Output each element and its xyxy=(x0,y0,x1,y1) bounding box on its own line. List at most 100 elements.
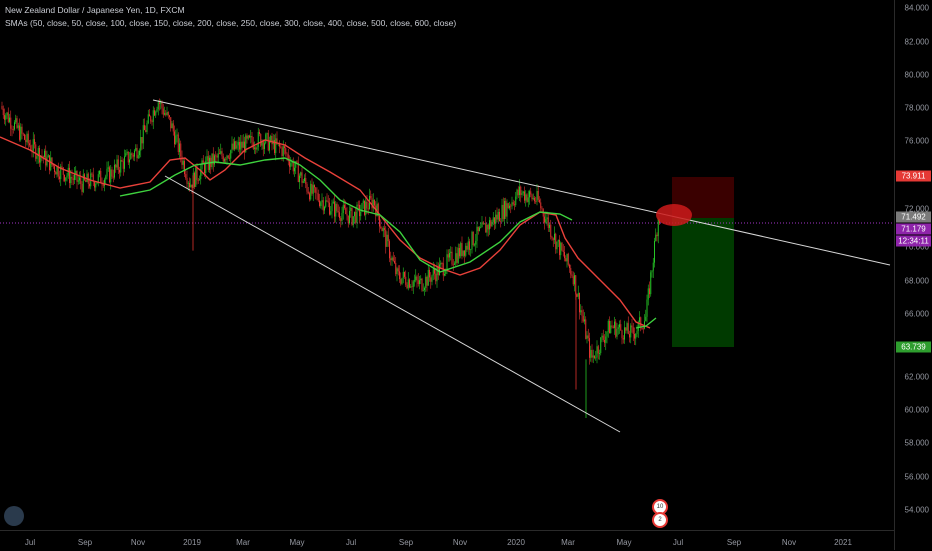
candle-body xyxy=(352,216,354,225)
candle-body xyxy=(82,174,84,192)
candle-body xyxy=(357,204,359,206)
breakout-ellipse[interactable] xyxy=(656,204,692,226)
candle-body xyxy=(230,150,232,159)
candles xyxy=(1,98,660,418)
upper-trendline[interactable] xyxy=(152,99,891,266)
candle-body xyxy=(495,214,497,224)
candle-body xyxy=(312,185,314,194)
candle-body xyxy=(317,193,319,201)
candle-body xyxy=(116,159,118,168)
candle-body xyxy=(626,323,628,331)
candle-body xyxy=(100,170,102,183)
candle-body xyxy=(209,157,210,170)
candle-body xyxy=(217,153,219,158)
price-tick: 76.000 xyxy=(904,136,929,146)
candle-body xyxy=(337,211,339,213)
time-tick: Jul xyxy=(672,538,684,547)
candle-body xyxy=(427,270,429,286)
candle-body xyxy=(371,198,373,209)
candle-body xyxy=(147,114,149,124)
candle-body xyxy=(396,268,398,275)
event-marker[interactable]: 2 xyxy=(652,512,668,528)
candle-body xyxy=(394,260,395,263)
candle-body xyxy=(244,141,245,153)
candle-body xyxy=(145,130,147,132)
candle-body xyxy=(127,151,129,163)
candle-body xyxy=(460,243,462,257)
candle-body xyxy=(569,264,570,269)
candle-body xyxy=(220,151,222,154)
indicator-legend[interactable]: SMAs (50, close, 50, close, 100, close, … xyxy=(5,18,457,28)
candle-body xyxy=(61,166,63,168)
candle-body xyxy=(616,328,618,337)
candle-body xyxy=(12,129,14,130)
candle-body xyxy=(471,231,473,250)
candle-body xyxy=(645,316,647,322)
candle-body xyxy=(577,292,579,297)
tradingview-logo-icon[interactable] xyxy=(4,506,24,526)
candle-body xyxy=(567,253,569,265)
candle-body xyxy=(389,241,390,259)
candle-body xyxy=(92,174,94,182)
candle-body xyxy=(550,224,552,237)
candle-body xyxy=(70,176,72,184)
lower-trendline[interactable] xyxy=(164,175,621,433)
candle-body xyxy=(315,187,317,193)
candle-body xyxy=(266,133,268,135)
candle-body xyxy=(135,147,137,151)
candle-body xyxy=(590,349,592,358)
candle-body xyxy=(142,125,144,144)
candle-body xyxy=(424,287,425,290)
candle-body xyxy=(610,325,612,334)
candle-body xyxy=(176,134,178,136)
candle-body xyxy=(522,191,524,194)
candle-body xyxy=(219,153,220,155)
sma-green-line-2 xyxy=(635,317,657,329)
candle-body xyxy=(295,161,297,168)
price-chart[interactable] xyxy=(0,0,894,530)
candle-body xyxy=(166,112,168,115)
candle-body xyxy=(326,200,328,202)
candle-body xyxy=(189,182,190,188)
candle-body xyxy=(19,125,20,140)
candle-body xyxy=(152,110,154,122)
candle-body xyxy=(595,357,597,359)
candle-body xyxy=(307,191,309,194)
candle-body xyxy=(380,226,382,229)
candle-body xyxy=(656,234,658,237)
candle-body xyxy=(51,157,53,165)
candle-body xyxy=(515,196,517,206)
candle-body xyxy=(110,169,112,183)
candle-body xyxy=(249,135,250,138)
candle-body xyxy=(141,137,143,144)
candle-body xyxy=(260,134,262,146)
target-zone[interactable] xyxy=(672,218,734,347)
candle-body xyxy=(280,146,282,148)
candle-body xyxy=(94,181,95,188)
candle-body xyxy=(537,190,539,200)
candle-body xyxy=(304,177,305,182)
candle-body xyxy=(194,172,195,187)
candle-body xyxy=(131,153,133,155)
time-tick: Sep xyxy=(398,538,414,547)
candle-body xyxy=(631,325,633,328)
time-tick: 2021 xyxy=(834,538,852,547)
candle-body xyxy=(377,203,379,216)
candle-body xyxy=(565,258,567,262)
sma-green-line xyxy=(119,157,573,273)
candle-body xyxy=(37,147,39,157)
candle-body xyxy=(32,139,34,151)
candle-body xyxy=(47,155,49,158)
chart-area[interactable]: New Zealand Dollar / Japanese Yen, 1D, F… xyxy=(0,0,894,530)
candle-body xyxy=(30,145,32,151)
candle-body xyxy=(46,157,48,166)
candle-body xyxy=(605,336,607,343)
candle-body xyxy=(576,294,578,297)
candle-body xyxy=(55,171,57,175)
candle-body xyxy=(236,145,238,149)
time-axis[interactable]: Jul Sep Nov 2019 Mar May Jul Sep Nov 202… xyxy=(0,530,894,551)
candle-body xyxy=(269,141,270,151)
price-axis[interactable]: 84.000 82.000 80.000 78.000 76.000 72.00… xyxy=(894,0,932,550)
candle-body xyxy=(99,170,100,175)
candle-body xyxy=(457,248,459,263)
